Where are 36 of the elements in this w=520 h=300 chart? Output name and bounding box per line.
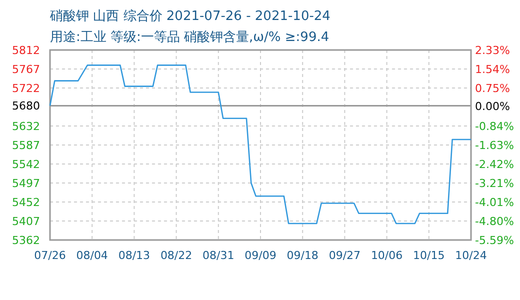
x-tick-label: 09/09 — [244, 249, 276, 262]
y-tick-label: 5362 — [12, 234, 40, 247]
y-tick-label: 5452 — [12, 196, 40, 209]
y2-tick-label: -0.84% — [475, 120, 514, 134]
x-tick-label: 08/31 — [202, 249, 234, 262]
y2-tick-label: -5.59% — [475, 234, 514, 247]
y2-tick-label: -4.01% — [475, 196, 514, 210]
y2-tick-label: -2.42% — [475, 158, 514, 171]
y-tick-label: 5542 — [12, 158, 40, 171]
y2-tick-label: 2.33% — [475, 44, 510, 57]
y2-tick-label: -4.80% — [475, 215, 514, 228]
y2-tick-label: 1.54% — [475, 62, 510, 76]
x-tick-label: 08/04 — [76, 249, 108, 262]
x-tick-label: 07/26 — [34, 249, 66, 262]
x-tick-label: 10/06 — [370, 249, 403, 262]
y-tick-label: 5812 — [12, 44, 40, 57]
y-tick-label: 5680 — [12, 100, 40, 113]
y2-tick-label: 0.00% — [475, 100, 510, 113]
chart-subtitle: 用途:工业 等级:一等品 硝酸钾含量,ω/% ≥:99.4 — [50, 30, 330, 45]
x-tick-label: 10/15 — [413, 249, 445, 262]
line-series — [49, 64, 472, 224]
x-tick-label: 10/24 — [455, 249, 487, 262]
x-tick-label: 08/22 — [160, 249, 192, 262]
x-tick-label: 09/18 — [286, 249, 318, 262]
x-tick-label: 08/13 — [118, 249, 150, 262]
y-tick-label: 5722 — [12, 82, 40, 95]
y-tick-label: 5407 — [12, 215, 40, 228]
y-tick-label: 5497 — [12, 177, 40, 190]
y-tick-label: 5632 — [12, 120, 40, 133]
y-tick-label: 5587 — [12, 139, 40, 152]
y2-tick-label: -1.63% — [475, 139, 514, 152]
chart-title: 硝酸钾 山西 综合价 2021-07-26 - 2021-10-24 — [49, 9, 330, 24]
y2-tick-label: -3.21% — [475, 176, 514, 190]
x-tick-label: 09/27 — [328, 249, 361, 262]
y2-tick-label: 0.75% — [475, 82, 510, 95]
y-tick-label: 5767 — [12, 63, 40, 76]
